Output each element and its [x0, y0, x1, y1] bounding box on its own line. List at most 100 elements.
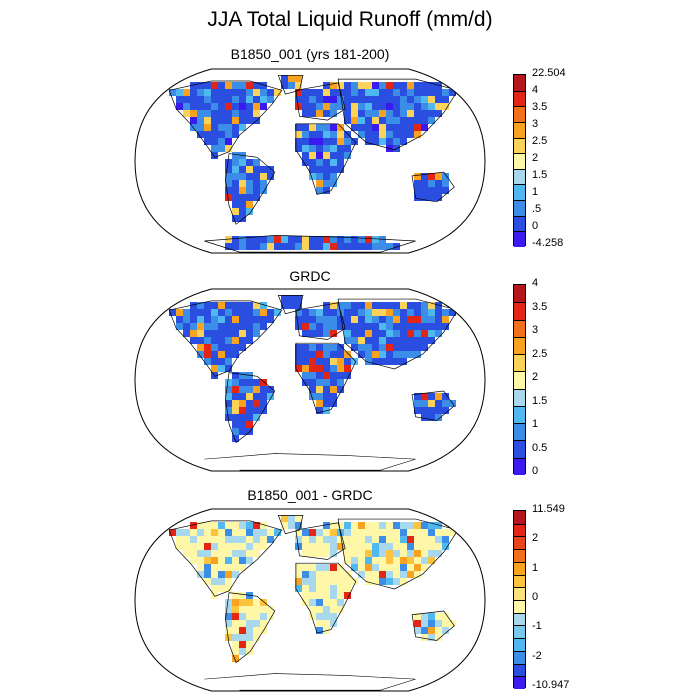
map-model-cell — [239, 215, 246, 222]
map-model-cell — [309, 236, 316, 243]
map-model-cell — [365, 131, 372, 138]
map-grdc-cell — [197, 316, 204, 323]
map-model-coast — [277, 75, 304, 95]
map-grdc-cell — [246, 421, 253, 428]
map-model-cell — [421, 117, 428, 124]
map-diff-cell — [288, 522, 295, 529]
map-diff-cell — [323, 571, 330, 578]
map-grdc-cell — [428, 316, 435, 323]
map-model-cell — [260, 82, 267, 89]
map-model-cell — [386, 110, 393, 117]
map-model-cell — [267, 96, 274, 103]
map-model-cell — [400, 131, 407, 138]
map-diff-cell — [435, 529, 442, 536]
map-model-cell — [358, 117, 365, 124]
map-diff-cell — [414, 564, 421, 571]
map-grdc-cell — [183, 323, 190, 330]
map-model-cell — [232, 194, 239, 201]
map-model-cell — [225, 131, 232, 138]
colorbar-model-swatch — [514, 121, 525, 139]
map-grdc-cell — [442, 309, 449, 316]
map-grdc-cell — [421, 344, 428, 351]
colorbar-grdc-label: 0 — [532, 465, 539, 477]
map-model-cell — [379, 82, 386, 89]
map-grdc-cell — [281, 295, 288, 302]
map-model-cell — [190, 89, 197, 96]
map-diff-cell — [239, 599, 246, 606]
map-grdc-cell — [386, 309, 393, 316]
map-diff-cell — [365, 550, 372, 557]
map-model-cell — [351, 103, 358, 110]
map-model-coast — [225, 153, 276, 225]
map-grdc-cell — [316, 309, 323, 316]
map-model-cell — [316, 124, 323, 131]
map-diff-cell — [232, 648, 239, 655]
map-diff-cell — [323, 620, 330, 627]
map-model-cell — [253, 173, 260, 180]
map-grdc-cell — [421, 316, 428, 323]
map-grdc-cell — [197, 330, 204, 337]
map-diff-cell — [372, 536, 379, 543]
map-diff-cell — [316, 627, 323, 634]
map-diff-cell — [225, 634, 232, 641]
map-grdc-cell — [428, 309, 435, 316]
map-grdc-cell — [232, 421, 239, 428]
map-model-cell — [421, 194, 428, 201]
map-grdc-cell — [239, 323, 246, 330]
map-diff-cell — [435, 543, 442, 550]
map-diff-cell — [428, 536, 435, 543]
map-diff-cell — [421, 557, 428, 564]
map-model-cell — [407, 131, 414, 138]
map-grdc-cell — [372, 351, 379, 358]
map-model-cell — [323, 180, 330, 187]
map-diff — [134, 508, 486, 692]
map-diff-cell — [225, 564, 232, 571]
map-diff-cell — [316, 550, 323, 557]
map-grdc-cell — [421, 302, 428, 309]
map-grdc-cell — [183, 309, 190, 316]
map-diff-cell — [344, 536, 351, 543]
map-grdc-cell — [435, 407, 442, 414]
map-grdc-cell — [211, 316, 218, 323]
map-model-cell — [316, 187, 323, 194]
map-diff-cell — [316, 613, 323, 620]
map-diff-cell — [239, 522, 246, 529]
map-model-cell — [358, 82, 365, 89]
map-grdc-cell — [225, 302, 232, 309]
map-model-cell — [225, 173, 232, 180]
map-model-cell — [428, 103, 435, 110]
map-diff-cell — [190, 522, 197, 529]
map-model-cell — [232, 82, 239, 89]
map-grdc-cell — [225, 407, 232, 414]
map-diff-cell — [295, 515, 302, 522]
map-grdc-cell — [204, 316, 211, 323]
map-diff-cell — [204, 536, 211, 543]
map-model-cell — [232, 89, 239, 96]
map-grdc-cell — [211, 302, 218, 309]
map-diff-cell — [435, 620, 442, 627]
map-diff-cell — [316, 571, 323, 578]
map-grdc-cell — [421, 414, 428, 421]
map-grdc-cell — [414, 393, 421, 400]
map-grdc-cell — [232, 407, 239, 414]
map-grdc-cell — [435, 393, 442, 400]
map-diff-cell — [211, 550, 218, 557]
map-model-cell — [372, 103, 379, 110]
map-model-cell — [218, 145, 225, 152]
map-diff-cell — [232, 634, 239, 641]
map-model-cell — [393, 243, 400, 250]
map-diff-cell — [365, 557, 372, 564]
colorbar-model-label: 1 — [532, 186, 539, 198]
map-model-cell — [190, 110, 197, 117]
map-grdc-cell — [344, 372, 351, 379]
map-diff-cell — [169, 529, 176, 536]
map-model-cell — [288, 82, 295, 89]
map-diff-cell — [211, 543, 218, 550]
map-model-cell — [421, 187, 428, 194]
map-grdc-cell — [393, 323, 400, 330]
map-diff-cell — [379, 536, 386, 543]
map-diff-cell — [232, 641, 239, 648]
map-diff-cell — [379, 578, 386, 585]
map-model-cell — [435, 180, 442, 187]
map-diff-cell — [365, 578, 372, 585]
